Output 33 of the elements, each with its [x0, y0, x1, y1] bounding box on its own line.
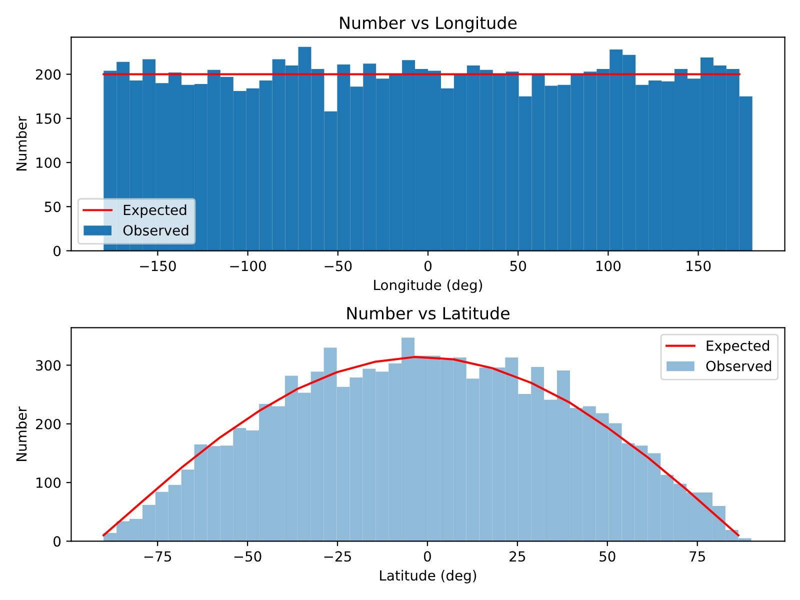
chart-title: Number vs Latitude [347, 306, 510, 320]
x-tick-label: 150 [686, 260, 711, 272]
legend-label: Observed [706, 360, 772, 372]
y-tick-label: 300 [36, 360, 61, 371]
y-tick-label: 50 [44, 202, 61, 212]
y-axis-title: Number [16, 406, 27, 461]
chart-title: Number vs Longitude [340, 16, 517, 32]
x-tick-label: 25 [510, 551, 526, 562]
x-tick-label: −50 [324, 260, 352, 272]
y-tick-label: 200 [36, 418, 61, 430]
x-tick-label: −25 [324, 551, 351, 562]
y-tick-label: 200 [36, 69, 61, 80]
x-tick-label: −75 [144, 551, 172, 562]
x-tick-label: 100 [596, 260, 621, 272]
y-tick-label: 0 [54, 536, 61, 547]
x-tick-label: 50 [510, 260, 526, 272]
y-tick-label: 150 [36, 113, 61, 124]
x-tick-label: 0 [424, 551, 431, 562]
x-axis-title: Longitude (deg) [374, 279, 482, 293]
x-tick-label: −150 [140, 260, 176, 272]
x-tick-label: 75 [690, 551, 705, 562]
x-tick-label: −50 [234, 551, 262, 562]
x-tick-label: 0 [424, 260, 432, 272]
y-axis-title: Number [16, 116, 27, 171]
legend-label: Expected [124, 204, 186, 218]
y-tick-label: 0 [54, 246, 61, 256]
x-tick-label: 50 [600, 551, 616, 562]
y-tick-label: 100 [36, 478, 61, 488]
y-tick-label: 100 [36, 157, 61, 168]
legend-label: Expected [706, 340, 770, 354]
x-tick-label: −100 [230, 260, 266, 272]
x-axis-title: Latitude (deg) [380, 570, 476, 584]
legend-label: Observed [123, 224, 188, 236]
